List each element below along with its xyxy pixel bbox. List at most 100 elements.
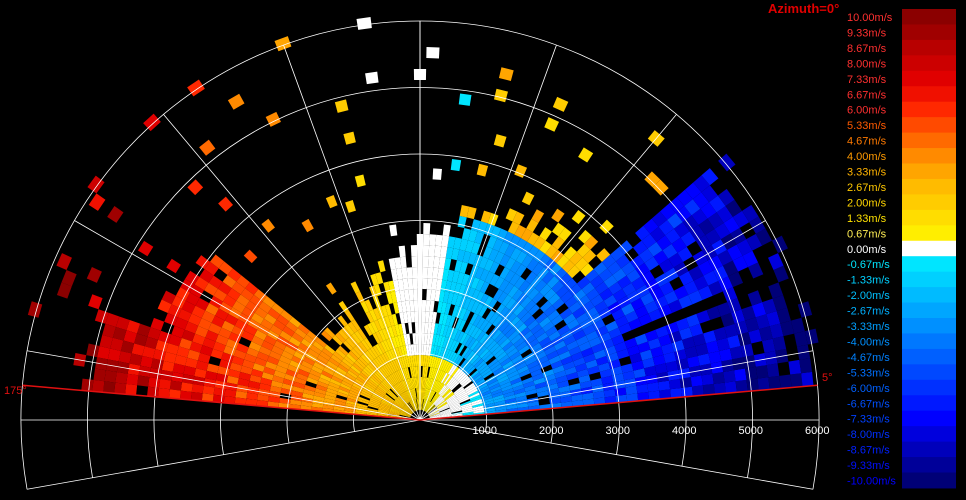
velocity-cell: [440, 412, 452, 416]
velocity-cell: [601, 254, 616, 269]
velocity-cell: [584, 235, 599, 250]
velocity-cell: [470, 277, 480, 290]
velocity-cell: [93, 368, 106, 382]
velocity-cell: [432, 168, 442, 180]
velocity-cell: [592, 390, 605, 399]
velocity-cell: [389, 410, 400, 415]
velocity-cell: [457, 215, 467, 229]
colorbar-label: 8.67m/s: [847, 43, 887, 55]
velocity-cell: [437, 335, 443, 347]
velocity-cell: [644, 256, 660, 271]
velocity-cell: [410, 344, 415, 356]
velocity-cell: [471, 374, 483, 383]
velocity-cell: [199, 269, 214, 283]
velocity-cell: [424, 401, 431, 412]
velocity-cell: [476, 330, 486, 342]
velocity-cell: [489, 273, 500, 287]
velocity-cell: [667, 212, 683, 229]
velocity-cell: [438, 405, 450, 412]
velocity-cell: [208, 322, 222, 335]
velocity-cell: [569, 383, 581, 391]
velocity-cell: [746, 378, 759, 392]
velocity-cell: [433, 381, 440, 392]
velocity-cell: [338, 329, 349, 341]
velocity-cell: [371, 395, 382, 402]
velocity-cell: [495, 406, 507, 411]
velocity-cell: [315, 384, 328, 392]
velocity-cell: [262, 296, 276, 309]
velocity-cell: [257, 394, 269, 402]
velocity-cell: [455, 389, 466, 397]
velocity-cell: [582, 398, 595, 406]
velocity-cell: [351, 319, 361, 331]
velocity-cell: [150, 317, 165, 331]
velocity-cell: [514, 164, 528, 178]
velocity-cell: [245, 300, 259, 313]
velocity-cell: [448, 400, 459, 407]
velocity-cell: [444, 391, 454, 400]
velocity-cell: [394, 399, 404, 408]
velocity-cell: [624, 310, 639, 323]
range-ring: [20, 20, 820, 490]
velocity-cell: [583, 353, 596, 364]
velocity-cell: [691, 385, 704, 397]
velocity-cell: [87, 175, 105, 194]
velocity-cell: [557, 380, 570, 389]
velocity-cell: [639, 349, 653, 361]
velocity-cell: [424, 388, 429, 400]
velocity-cell: [393, 371, 401, 383]
velocity-cell: [516, 402, 529, 409]
velocity-cell: [465, 350, 475, 361]
velocity-cell: [343, 131, 356, 145]
colorbar-swatch: [902, 410, 956, 427]
velocity-cell: [424, 400, 430, 412]
velocity-cell: [406, 378, 411, 390]
velocity-cell: [431, 334, 437, 346]
azimuth-spoke: [283, 44, 421, 421]
velocity-cell: [500, 381, 512, 389]
velocity-cell: [566, 340, 579, 351]
velocity-cell: [578, 341, 592, 352]
velocity-cell: [405, 404, 414, 413]
velocity-cell: [200, 345, 213, 356]
velocity-cell: [249, 294, 263, 308]
velocity-cell: [347, 395, 359, 401]
velocity-cell: [434, 396, 443, 406]
velocity-cell: [333, 406, 345, 411]
velocity-cell: [105, 312, 120, 328]
colorbar-label: -0.67m/s: [847, 259, 890, 271]
velocity-cell: [429, 333, 434, 345]
velocity-cell: [201, 393, 214, 402]
velocity-cell: [258, 301, 272, 314]
velocity-cell: [509, 351, 521, 361]
velocity-cell: [748, 262, 764, 279]
velocity-cell: [350, 348, 361, 359]
velocity-cell: [518, 280, 531, 293]
velocity-cell: [180, 382, 193, 392]
velocity-cell: [431, 311, 438, 324]
velocity-cell: [395, 383, 403, 394]
velocity-cell: [357, 398, 369, 405]
velocity-cell: [707, 212, 724, 229]
velocity-cell: [474, 378, 486, 387]
colorbar-label: 6.00m/s: [847, 105, 887, 117]
velocity-cell: [337, 388, 350, 396]
velocity-cell: [469, 394, 481, 401]
velocity-cell: [254, 329, 267, 341]
velocity-cell: [531, 209, 545, 223]
velocity-cell: [427, 390, 433, 401]
velocity-cell: [471, 242, 481, 255]
velocity-cell: [275, 365, 288, 374]
velocity-cell: [389, 408, 401, 414]
velocity-cell: [436, 346, 443, 358]
velocity-cell: [658, 380, 671, 391]
velocity-cell: [209, 254, 225, 269]
velocity-cell: [218, 261, 233, 275]
velocity-cell: [521, 241, 534, 255]
velocity-cell: [652, 354, 666, 366]
velocity-cell: [400, 411, 411, 417]
velocity-cell: [391, 336, 398, 349]
velocity-cell: [665, 228, 681, 244]
velocity-cell: [399, 413, 411, 418]
velocity-cell: [700, 202, 717, 219]
